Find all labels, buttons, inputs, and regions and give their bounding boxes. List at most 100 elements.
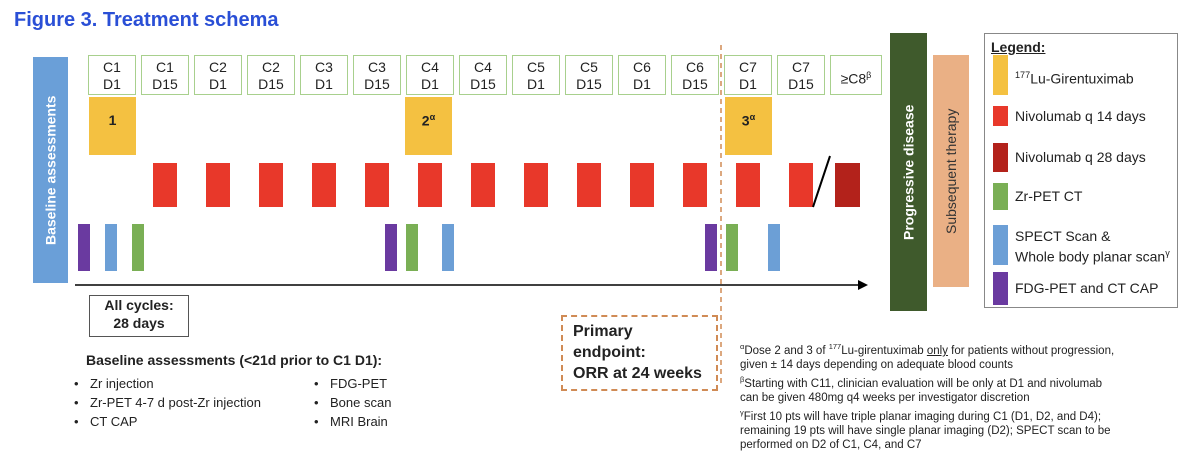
superscript: γ bbox=[1165, 248, 1170, 258]
legend-item: Zr-PET CT bbox=[1015, 188, 1177, 205]
text-line: endpoint: bbox=[573, 342, 716, 363]
nivolumab-q14 bbox=[577, 163, 601, 207]
text-line: C3 bbox=[354, 59, 400, 76]
superscript: α bbox=[749, 112, 756, 122]
text-line: given ± 14 days depending on adequate bl… bbox=[740, 358, 1114, 373]
legend bbox=[984, 33, 1178, 308]
bullet-item: Zr-PET 4-7 d post-Zr injection bbox=[74, 393, 261, 412]
text-line: D15 bbox=[354, 76, 400, 93]
text: D1 bbox=[103, 76, 121, 92]
text-line: γFirst 10 pts will have triple planar im… bbox=[740, 406, 1114, 424]
text: remaining 19 pts will have single planar… bbox=[740, 424, 1111, 437]
timeline-head bbox=[858, 280, 868, 290]
text: First 10 pts will have triple planar ima… bbox=[743, 410, 1102, 423]
text-line: D1 bbox=[513, 76, 559, 93]
text-line: D1 bbox=[301, 76, 347, 93]
text: C2 bbox=[209, 59, 227, 75]
text-line: 2α bbox=[405, 112, 452, 129]
text: ≥C8 bbox=[840, 70, 867, 87]
text-line: Primary bbox=[573, 321, 716, 342]
legend-swatch bbox=[993, 55, 1008, 95]
imaging-bar bbox=[406, 224, 418, 271]
imaging-bar bbox=[105, 224, 117, 271]
text: performed on D2 of C1, C4, and C7 bbox=[740, 439, 922, 452]
dose-box: 3α bbox=[725, 97, 772, 155]
text-line: D15 bbox=[672, 76, 718, 93]
cycle-box: C4 D15 bbox=[459, 55, 507, 95]
cycle-box: C3 D15 bbox=[353, 55, 401, 95]
footnotes: αDose 2 and 3 of 177Lu-girentuximab only… bbox=[740, 340, 1114, 453]
underline: only bbox=[926, 344, 948, 357]
text-line: performed on D2 of C1, C4, and C7 bbox=[740, 438, 1114, 453]
text-line: SPECT Scan & bbox=[1015, 228, 1177, 245]
text-line: C2 bbox=[248, 59, 294, 76]
text: C6 bbox=[686, 59, 704, 75]
nivolumab-q14 bbox=[524, 163, 548, 207]
text: C4 bbox=[474, 59, 492, 75]
text: C7 bbox=[792, 59, 810, 75]
superscript: β bbox=[866, 70, 872, 80]
text: Dose 2 and 3 of bbox=[744, 344, 829, 357]
text-line: 3α bbox=[725, 112, 772, 129]
text: 1 bbox=[108, 112, 117, 128]
imaging-bar bbox=[442, 224, 454, 271]
text: D1 bbox=[315, 76, 333, 92]
text-line: D15 bbox=[566, 76, 612, 93]
text: D15 bbox=[152, 76, 178, 92]
text: endpoint: bbox=[573, 344, 646, 361]
cycle-box: C6 D1 bbox=[618, 55, 666, 95]
superscript: 177 bbox=[1015, 69, 1031, 80]
bullet-item: CT CAP bbox=[74, 412, 261, 431]
dose-box: 2α bbox=[405, 97, 452, 155]
baseline-list: FDG-PETBone scanMRI Brain bbox=[314, 374, 391, 431]
cycle-box: C2 D15 bbox=[247, 55, 295, 95]
superscript: β bbox=[740, 374, 745, 384]
nivolumab-q14 bbox=[365, 163, 389, 207]
text-line: 28 days bbox=[90, 314, 188, 332]
text: 2 bbox=[421, 112, 430, 129]
bullet-item: MRI Brain bbox=[314, 412, 391, 431]
cycle-box: C4 D1 bbox=[406, 55, 454, 95]
text-line: 1 bbox=[89, 112, 136, 128]
superscript: α bbox=[740, 342, 745, 351]
imaging-bar bbox=[78, 224, 90, 271]
nivolumab-q14 bbox=[789, 163, 813, 207]
text-line: Whole body planar scanγ bbox=[1015, 245, 1177, 266]
bullet-item: Bone scan bbox=[314, 393, 391, 412]
text: All cycles: bbox=[104, 297, 174, 313]
text: SPECT Scan & bbox=[1015, 228, 1111, 244]
text-line: D1 bbox=[407, 76, 453, 93]
footnote: βStarting with C11, clinician evaluation… bbox=[740, 373, 1114, 406]
baseline-list: Zr injectionZr-PET 4-7 d post-Zr injecti… bbox=[74, 374, 261, 431]
nivolumab-q14 bbox=[418, 163, 442, 207]
nivolumab-q14 bbox=[153, 163, 177, 207]
text: D15 bbox=[470, 76, 496, 92]
nivolumab-q14 bbox=[630, 163, 654, 207]
legend-item: FDG-PET and CT CAP bbox=[1015, 280, 1177, 297]
legend-item: Nivolumab q 28 days bbox=[1015, 149, 1177, 166]
text: D15 bbox=[788, 76, 814, 92]
text-line: C5 bbox=[513, 59, 559, 76]
nivolumab-q14 bbox=[312, 163, 336, 207]
progressive-label: Progressive disease bbox=[900, 104, 917, 240]
nivolumab-q28 bbox=[835, 163, 860, 207]
progressive-bar: Progressive disease bbox=[890, 33, 927, 311]
legend-item: Nivolumab q 14 days bbox=[1015, 108, 1177, 125]
text: C7 bbox=[739, 59, 757, 75]
break-slash bbox=[812, 155, 831, 208]
legend-item: 177Lu-Girentuximab bbox=[1015, 67, 1177, 87]
text: D1 bbox=[527, 76, 545, 92]
cycle-box: C7 D1 bbox=[724, 55, 772, 95]
text-line: C7 bbox=[725, 59, 771, 76]
superscript: α bbox=[429, 112, 436, 122]
legend-item: SPECT Scan & Whole body planar scanγ bbox=[1015, 228, 1177, 265]
text: Whole body planar scan bbox=[1015, 248, 1166, 265]
imaging-bar bbox=[705, 224, 717, 271]
cycle-box: C5 D15 bbox=[565, 55, 613, 95]
text-line: can be given 480mg q4 weeks per investig… bbox=[740, 391, 1114, 406]
bullet-item: Zr injection bbox=[74, 374, 261, 393]
text-line: D1 bbox=[619, 76, 665, 93]
text: D15 bbox=[682, 76, 708, 92]
text: FDG-PET and CT CAP bbox=[1015, 280, 1159, 296]
